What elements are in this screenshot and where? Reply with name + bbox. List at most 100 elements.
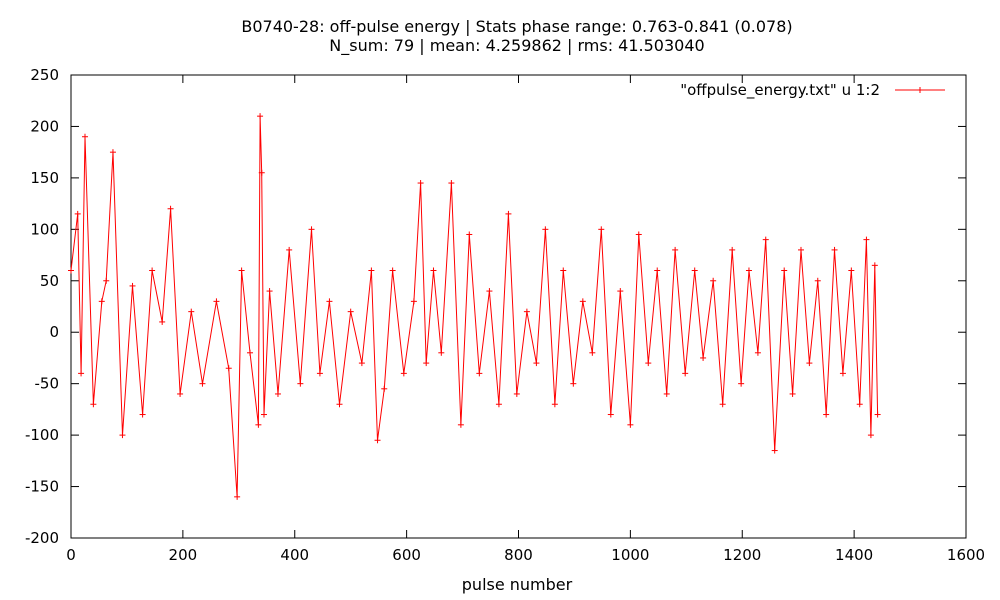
data-point bbox=[225, 365, 232, 372]
data-point bbox=[177, 390, 184, 397]
data-point bbox=[874, 411, 881, 418]
data-point bbox=[700, 354, 707, 361]
x-tick-label: 1000 bbox=[611, 546, 649, 564]
data-point bbox=[560, 267, 567, 274]
data-point bbox=[710, 277, 717, 284]
data-point bbox=[551, 401, 558, 408]
data-point bbox=[213, 298, 220, 305]
data-point bbox=[149, 267, 156, 274]
data-point bbox=[598, 226, 605, 233]
data-point bbox=[326, 298, 333, 305]
legend: "offpulse_energy.txt" u 1:2 bbox=[680, 81, 945, 100]
data-point bbox=[672, 246, 679, 253]
legend-swatch-marker bbox=[917, 87, 923, 93]
data-point bbox=[257, 113, 264, 120]
x-axis-label: pulse number bbox=[462, 575, 573, 594]
data-point bbox=[797, 246, 804, 253]
data-point bbox=[119, 432, 126, 439]
y-tick-label: -150 bbox=[25, 478, 59, 496]
data-point bbox=[513, 390, 520, 397]
data-point bbox=[417, 180, 424, 187]
x-tick-label: 600 bbox=[392, 546, 421, 564]
x-tick-label: 800 bbox=[504, 546, 533, 564]
data-point bbox=[188, 308, 195, 315]
data-point bbox=[523, 308, 530, 315]
data-point bbox=[129, 282, 136, 289]
data-point bbox=[260, 411, 267, 418]
data-point bbox=[430, 267, 437, 274]
data-point bbox=[570, 380, 577, 387]
data-point bbox=[645, 360, 652, 367]
y-tick-label: 250 bbox=[30, 66, 59, 84]
data-point bbox=[871, 262, 878, 269]
data-point bbox=[635, 231, 642, 238]
chart-title: B0740-28: off-pulse energy | Stats phase… bbox=[241, 17, 792, 36]
data-point bbox=[247, 349, 253, 356]
data-point bbox=[438, 349, 445, 356]
data-point bbox=[839, 370, 846, 377]
y-tick-label: -100 bbox=[25, 426, 59, 444]
y-tick-label: 0 bbox=[49, 323, 59, 341]
data-point bbox=[856, 401, 863, 408]
data-point bbox=[400, 370, 407, 377]
data-point bbox=[81, 133, 88, 140]
data-point bbox=[542, 226, 549, 233]
data-point bbox=[589, 349, 596, 356]
data-point bbox=[238, 267, 245, 274]
x-axis: 0 200 400 600 800 1000 1200 1400 1600 bbox=[66, 75, 985, 564]
data-point bbox=[358, 360, 365, 367]
data-point bbox=[771, 447, 778, 454]
data-point bbox=[486, 288, 493, 295]
chart-subtitle: N_sum: 79 | mean: 4.259862 | rms: 41.503… bbox=[329, 36, 704, 56]
data-point bbox=[255, 421, 262, 428]
y-tick-label: 50 bbox=[40, 272, 59, 290]
data-point bbox=[762, 236, 769, 243]
data-point bbox=[831, 246, 838, 253]
x-tick-label: 1200 bbox=[723, 546, 761, 564]
data-point bbox=[754, 349, 761, 356]
y-axis: -200 -150 -100 -50 0 50 100 150 200 250 bbox=[25, 66, 966, 547]
data-point bbox=[368, 267, 375, 274]
data-point bbox=[347, 308, 354, 315]
data-point bbox=[448, 180, 455, 187]
data-point bbox=[167, 205, 174, 212]
series-line bbox=[70, 116, 879, 497]
data-point bbox=[729, 246, 736, 253]
data-point bbox=[316, 370, 323, 377]
x-tick-label: 0 bbox=[66, 546, 76, 564]
data-point bbox=[627, 421, 634, 428]
data-point bbox=[495, 401, 502, 408]
data-point bbox=[823, 411, 830, 418]
data-point bbox=[423, 360, 430, 367]
data-point bbox=[68, 267, 74, 274]
data-point bbox=[159, 318, 166, 325]
data-point bbox=[274, 390, 281, 397]
x-tick-label: 200 bbox=[169, 546, 198, 564]
data-point bbox=[266, 288, 273, 295]
data-point bbox=[78, 370, 85, 377]
data-point bbox=[374, 437, 381, 444]
data-point bbox=[234, 493, 241, 500]
data-point bbox=[389, 267, 396, 274]
y-tick-label: -200 bbox=[25, 529, 59, 547]
data-point bbox=[74, 210, 81, 217]
data-point bbox=[381, 385, 388, 392]
data-point bbox=[719, 401, 726, 408]
data-point bbox=[103, 277, 110, 284]
data-point bbox=[745, 267, 752, 274]
data-point bbox=[410, 298, 417, 305]
data-point bbox=[286, 246, 293, 253]
data-point bbox=[457, 421, 464, 428]
data-point bbox=[476, 370, 483, 377]
data-point bbox=[848, 267, 855, 274]
data-point bbox=[806, 360, 813, 367]
data-point bbox=[98, 298, 105, 305]
data-point bbox=[308, 226, 315, 233]
data-point bbox=[682, 370, 689, 377]
data-point bbox=[691, 267, 698, 274]
data-point bbox=[607, 411, 614, 418]
data-point bbox=[336, 401, 343, 408]
data-point bbox=[579, 298, 586, 305]
y-tick-label: 150 bbox=[30, 169, 59, 187]
